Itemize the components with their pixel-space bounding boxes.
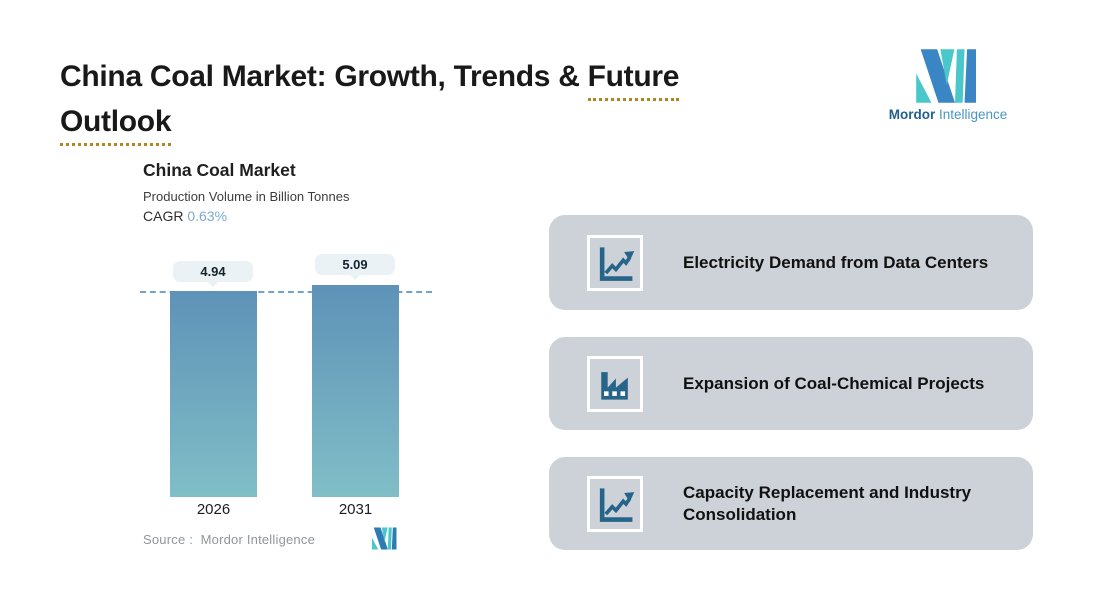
line-chart-up-icon — [587, 234, 643, 291]
reference-dashed-line — [140, 291, 432, 293]
chart-subtitle: Production Volume in Billion Tonnes — [143, 189, 350, 204]
driver-card: Electricity Demand from Data Centers — [549, 215, 1033, 310]
driver-card: Capacity Replacement and Industry Consol… — [549, 457, 1033, 550]
chart-cagr: CAGR 0.63% — [143, 208, 227, 224]
bar-value-text: 5.09 — [342, 257, 368, 272]
page-title-text: China Coal Market: Growth, Trends & — [60, 60, 588, 94]
bar-2026 — [170, 291, 257, 497]
label-pointer — [349, 274, 361, 280]
label-pointer — [207, 281, 219, 287]
cagr-label: CAGR — [143, 208, 184, 224]
x-axis-label: 2026 — [196, 501, 231, 518]
bar-value-label: 4.94 — [173, 261, 253, 287]
brand-logo: Mordor Intelligence — [888, 48, 1008, 122]
driver-label: Electricity Demand from Data Centers — [683, 252, 989, 272]
page-title-line2: Outlook — [60, 101, 172, 147]
x-axis-label: 2031 — [338, 501, 373, 518]
driver-card: Expansion of Coal-Chemical Projects — [549, 337, 1033, 430]
driver-label: Capacity Replacement and Industry Consol… — [683, 482, 972, 524]
bar-2031 — [312, 285, 399, 497]
bar-value-text: 4.94 — [200, 264, 226, 279]
factory-icon — [587, 355, 643, 412]
cagr-value: 0.63% — [187, 208, 228, 224]
brand-wordmark-light: Intelligence — [938, 107, 1008, 122]
chart-title: China Coal Market — [143, 160, 296, 180]
line-chart-up-icon — [587, 475, 643, 532]
chart-source: Source : Mordor Intelligence — [143, 532, 315, 547]
mordor-intelligence-logo-icon — [888, 48, 1008, 104]
page-title: China Coal Market: Growth, Trends & Futu… — [60, 56, 820, 147]
brand-wordmark-bold: Mordor — [888, 107, 936, 122]
page-title-underlined-word: Future — [587, 56, 679, 102]
brand-wordmark: Mordor Intelligence — [888, 107, 1008, 122]
bar-value-label: 5.09 — [315, 254, 395, 280]
mordor-mini-logo-icon — [368, 527, 402, 555]
driver-label: Expansion of Coal-Chemical Projects — [683, 373, 985, 393]
